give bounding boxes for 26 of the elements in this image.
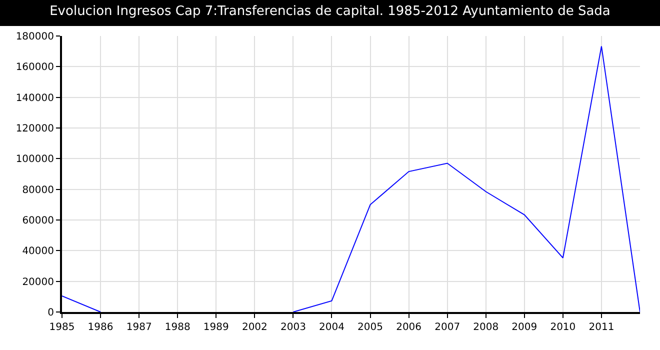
x-tick-label: 1989: [203, 322, 229, 333]
x-tick-label: 2009: [512, 322, 538, 333]
x-tick-label: 2004: [319, 322, 344, 333]
y-tick-label: 0: [48, 308, 54, 318]
y-tick-label: 80000: [22, 184, 54, 196]
x-tick-label: 2005: [358, 322, 383, 333]
y-tick-label: 60000: [22, 216, 54, 226]
x-tick-label: 2010: [550, 322, 576, 333]
x-tick-label: 2002: [242, 322, 268, 333]
x-tick-label: 2007: [434, 322, 460, 333]
x-tick-label: 2011: [588, 322, 614, 333]
y-tick-label: 140000: [16, 92, 54, 104]
x-tick-label: 1986: [88, 322, 114, 333]
x-tick-label: 2003: [280, 322, 306, 333]
x-tick-label: 1988: [164, 322, 190, 333]
x-tick-label: 1985: [49, 322, 75, 333]
y-tick-label: 100000: [16, 154, 54, 166]
chart-title: Evolucion Ingresos Cap 7:Transferencias de capital. 1985-2012 Ayuntamiento de Sada: [0, 0, 660, 26]
y-tick-label: 160000: [16, 62, 54, 74]
x-tick-label: 1987: [126, 322, 152, 333]
y-tick-label: 120000: [16, 124, 54, 134]
y-tick-label: 20000: [22, 276, 54, 288]
y-tick-label: 180000: [16, 32, 54, 42]
x-tick-label: 2008: [473, 322, 499, 333]
x-tick-label: 2006: [396, 322, 422, 333]
y-tick-label: 40000: [22, 246, 54, 258]
